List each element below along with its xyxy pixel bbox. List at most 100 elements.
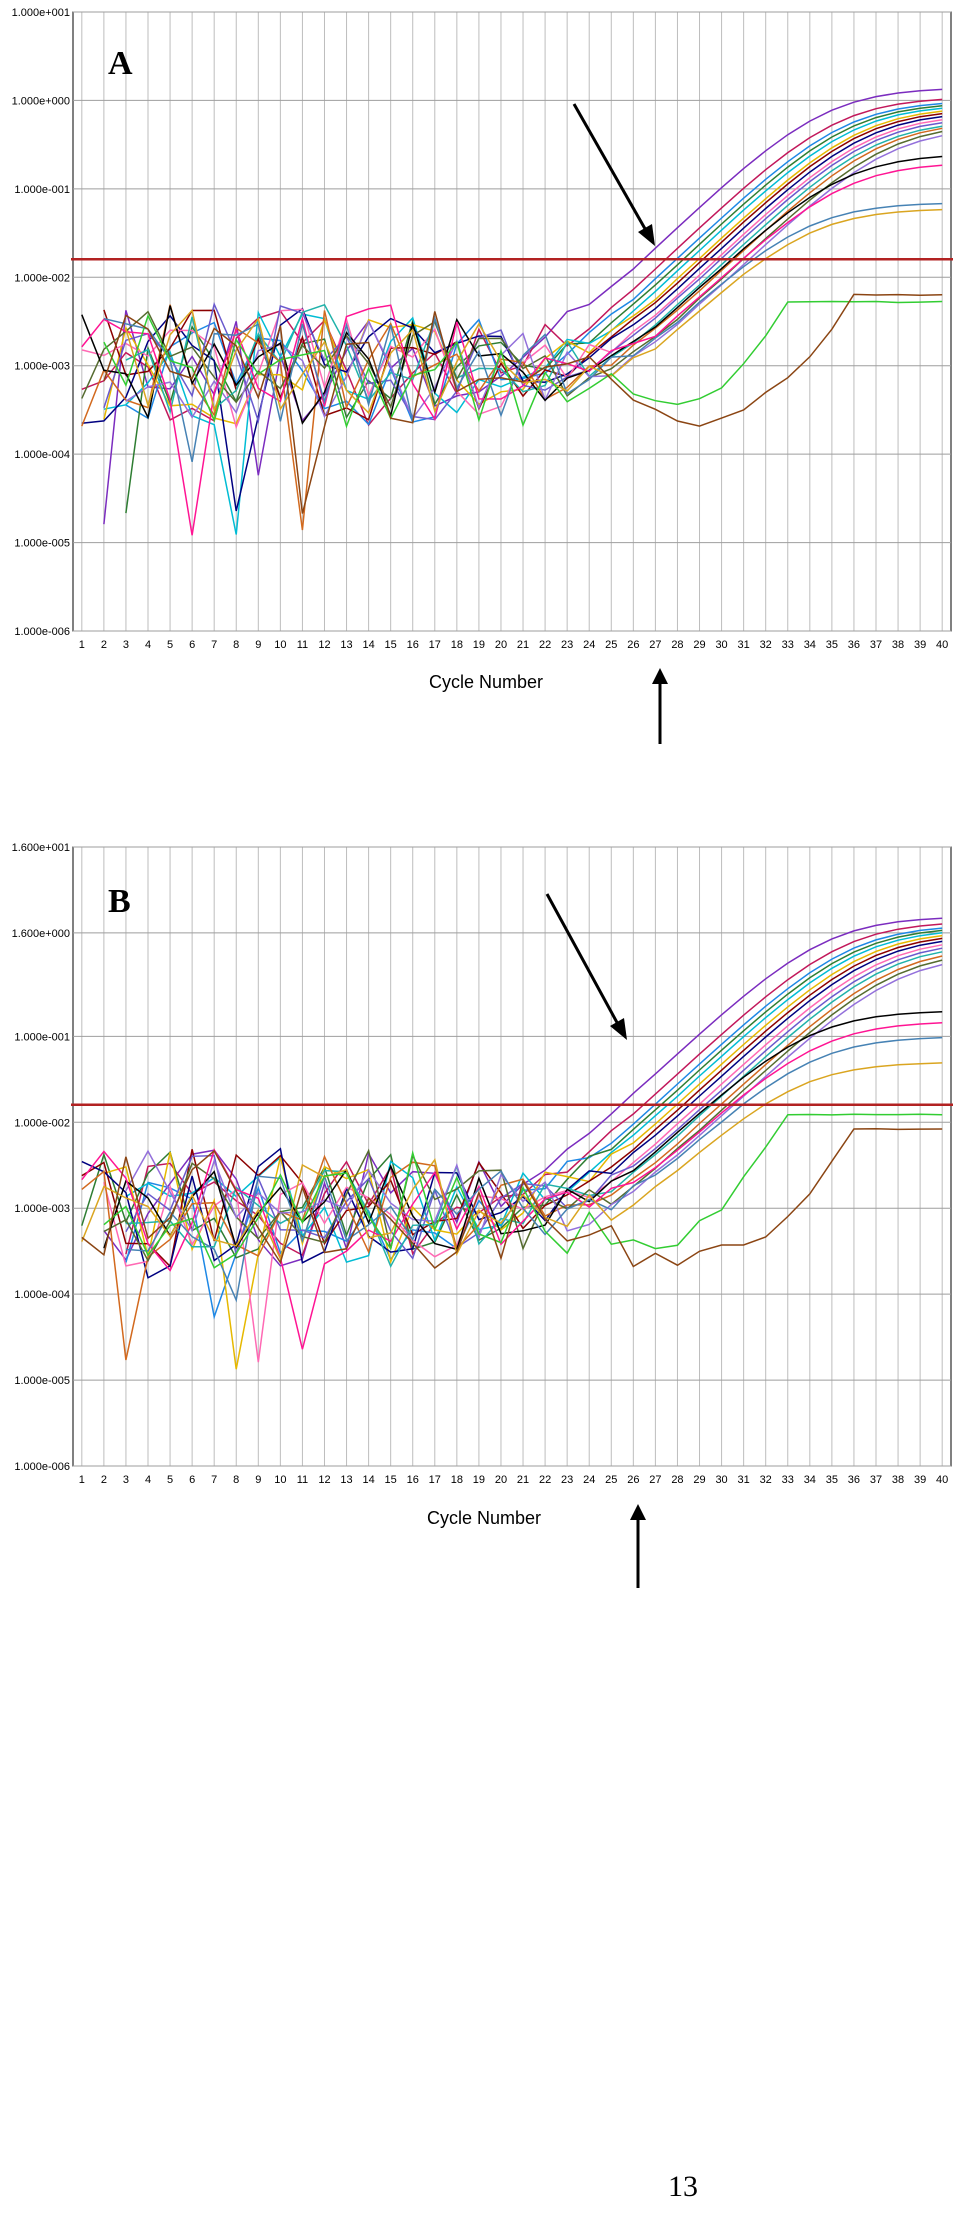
x-tick-label: 14	[362, 1474, 374, 1486]
series-group-a	[81, 88, 943, 536]
x-tick-label: 40	[936, 639, 948, 651]
x-tick-label: 31	[738, 1474, 750, 1486]
x-tick-label: 13	[340, 1474, 352, 1486]
x-tick-label: 36	[848, 639, 860, 651]
x-tick-label: 40	[936, 1474, 948, 1486]
x-tick-label: 37	[870, 1474, 882, 1486]
x-tick-label: 39	[914, 639, 926, 651]
x-tick-label: 18	[451, 639, 463, 651]
x-tick-label: 14	[362, 639, 374, 651]
x-tick-label: 9	[255, 639, 261, 651]
y-tick-label: 1.600e+000	[12, 928, 70, 940]
amplification-curve	[103, 1113, 943, 1269]
y-axis-b: 1.600e+001 1.600e+000 1.000e-001 1.000e-002…	[12, 842, 70, 1473]
x-tick-label: 8	[233, 1474, 239, 1486]
x-tick-label: 21	[517, 639, 529, 651]
x-tick-label: 35	[826, 639, 838, 651]
x-tick-label: 17	[429, 639, 441, 651]
amplification-curve	[125, 963, 943, 1240]
x-tick-label: 26	[627, 639, 639, 651]
x-tick-label: 22	[539, 639, 551, 651]
x-tick-label: 35	[826, 1474, 838, 1486]
amplification-curve	[103, 944, 943, 1363]
x-tick-label: 4	[145, 639, 151, 651]
x-axis-title-b: Cycle Number	[427, 1508, 541, 1528]
x-tick-label: 3	[123, 639, 129, 651]
x-tick-label: 31	[738, 639, 750, 651]
vertical-arrow-b	[630, 1504, 646, 1588]
y-axis-a: 1.000e+001 1.000e+000 1.000e-001 1.000e-002…	[12, 7, 70, 638]
amplification-curve	[125, 208, 943, 415]
y-tick-label: 1.000e-004	[14, 449, 70, 461]
x-tick-label: 13	[340, 639, 352, 651]
panel-label-a: A	[108, 45, 133, 82]
amplification-curve	[81, 164, 943, 536]
amplification-curve	[103, 300, 943, 429]
x-tick-label: 16	[407, 639, 419, 651]
x-tick-label: 26	[627, 1474, 639, 1486]
x-tick-label: 32	[760, 639, 772, 651]
panel-a-chart: 1.000e+001 1.000e+000 1.000e-001 1.000e-002…	[12, 7, 953, 744]
x-tick-label: 38	[892, 639, 904, 651]
x-tick-label: 30	[715, 1474, 727, 1486]
vertical-arrow-a	[652, 668, 668, 744]
x-tick-label: 20	[495, 639, 507, 651]
x-tick-label: 28	[671, 1474, 683, 1486]
amplification-curve	[125, 927, 943, 1320]
x-axis-title-a: Cycle Number	[429, 672, 543, 692]
y-tick-label: 1.000e-005	[14, 1375, 70, 1387]
x-tick-label: 7	[211, 639, 217, 651]
y-tick-label: 1.000e+000	[12, 95, 70, 107]
amplification-curve	[125, 947, 943, 1260]
x-tick-label: 38	[892, 1474, 904, 1486]
x-tick-label: 19	[473, 1474, 485, 1486]
amplification-curve	[81, 130, 943, 409]
amplification-curve	[103, 934, 943, 1370]
x-tick-label: 19	[473, 639, 485, 651]
panel-label-b: B	[108, 883, 131, 920]
x-tick-label: 18	[451, 1474, 463, 1486]
plot-area-a	[72, 11, 952, 632]
y-tick-label: 1.000e-002	[14, 272, 70, 284]
x-tick-label: 39	[914, 1474, 926, 1486]
x-tick-label: 4	[145, 1474, 151, 1486]
y-tick-label: 1.000e-001	[14, 1031, 70, 1043]
x-tick-label: 5	[167, 1474, 173, 1486]
x-tick-label: 10	[274, 1474, 286, 1486]
x-tick-label: 9	[255, 1474, 261, 1486]
series-group-b	[81, 917, 943, 1370]
x-axis-b: 1 2 3 4 5 6 7 8 9 10 11 12 13 14 15 16 17 18 19 20 21 22 23 24 2…	[79, 1474, 949, 1486]
y-tick-label: 1.000e-002	[14, 1117, 70, 1129]
amplification-curve	[81, 155, 943, 425]
x-tick-label: 27	[649, 1474, 661, 1486]
x-tick-label: 34	[804, 639, 816, 651]
x-tick-label: 24	[583, 1474, 595, 1486]
x-tick-label: 28	[671, 639, 683, 651]
y-tick-label: 1.000e-003	[14, 361, 70, 373]
y-tick-label: 1.000e-006	[14, 626, 70, 638]
amplification-curve	[125, 1036, 943, 1303]
x-tick-label: 1	[79, 639, 85, 651]
x-tick-label: 32	[760, 1474, 772, 1486]
y-tick-label: 1.000e-006	[14, 1461, 70, 1473]
x-tick-label: 23	[561, 639, 573, 651]
x-tick-label: 16	[407, 1474, 419, 1486]
x-tick-label: 27	[649, 639, 661, 651]
y-tick-label: 1.600e+001	[12, 842, 70, 854]
x-tick-label: 17	[429, 1474, 441, 1486]
amplification-curve	[103, 293, 943, 514]
x-tick-label: 34	[804, 1474, 816, 1486]
x-tick-label: 6	[189, 639, 195, 651]
x-tick-label: 11	[297, 639, 308, 651]
x-tick-label: 25	[605, 1474, 617, 1486]
x-tick-label: 12	[318, 1474, 330, 1486]
x-tick-label: 24	[583, 639, 595, 651]
amplification-curve	[103, 202, 943, 463]
y-tick-label: 1.000e-004	[14, 1289, 70, 1301]
x-tick-label: 10	[274, 639, 286, 651]
diagonal-arrow-b	[545, 893, 627, 1040]
amplification-curve	[103, 1011, 943, 1251]
x-tick-label: 2	[101, 1474, 107, 1486]
x-tick-label: 11	[297, 1474, 308, 1486]
x-tick-label: 22	[539, 1474, 551, 1486]
